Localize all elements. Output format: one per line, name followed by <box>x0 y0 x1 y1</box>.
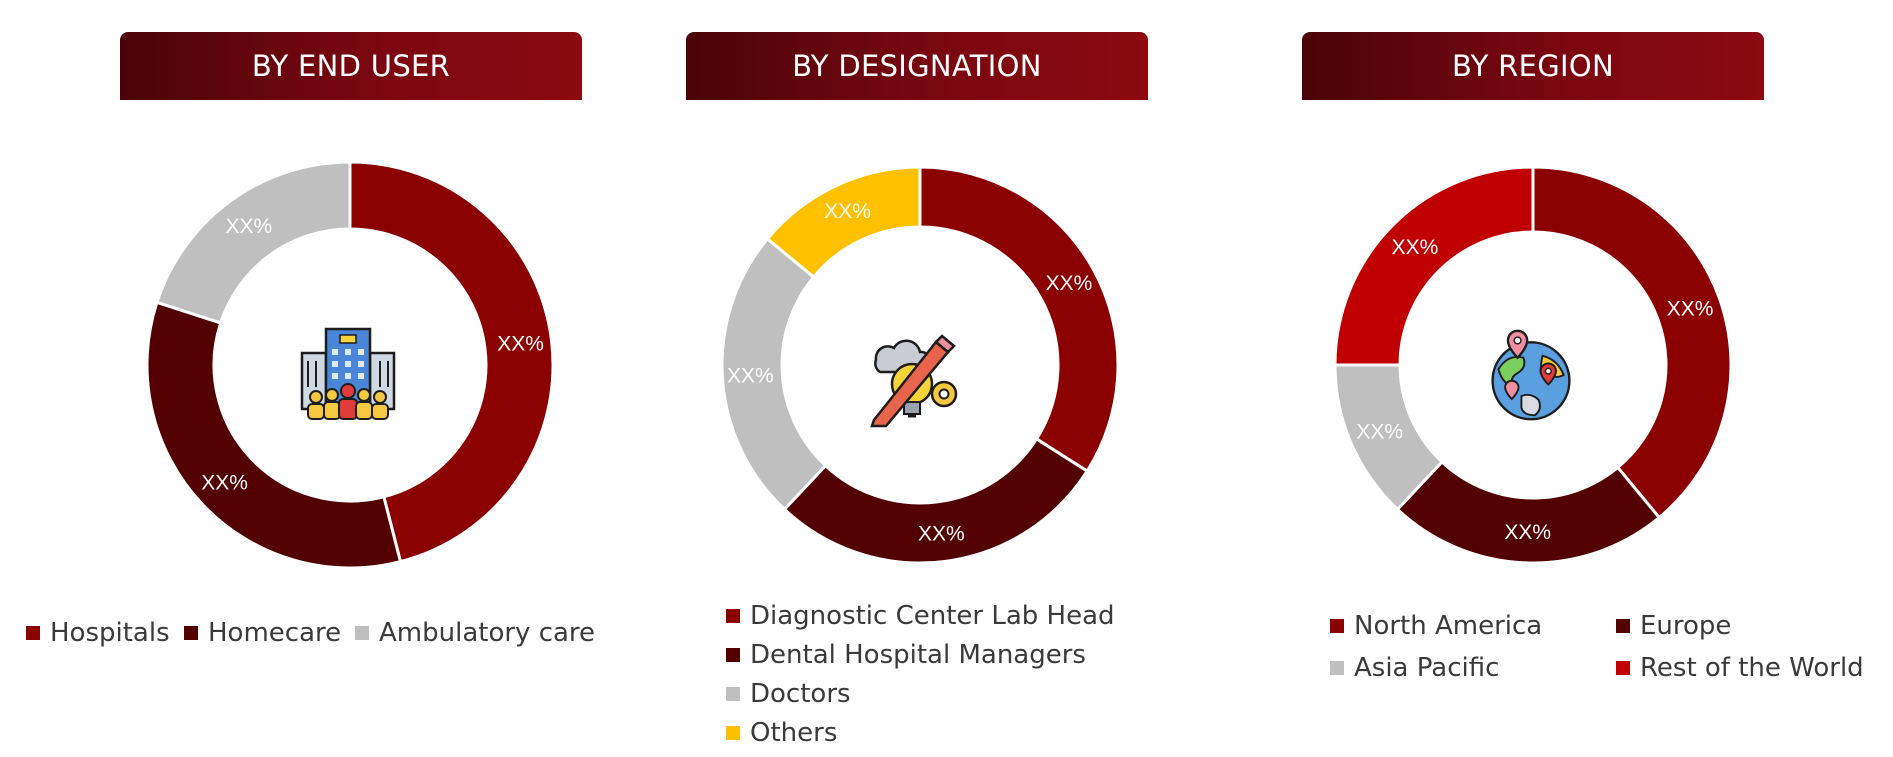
donut-segment-europe <box>1395 459 1662 565</box>
donut-segment-dental-hospital-managers <box>782 436 1090 565</box>
legend-item: Ambulatory care <box>355 618 595 648</box>
donut-chart-end-user: XX% XX% XX% <box>145 160 555 570</box>
legend-swatch <box>726 609 740 623</box>
legend-swatch <box>26 626 40 640</box>
data-label: XX% <box>497 332 544 355</box>
chart-panel-designation: BY DESIGNATION XX% XX% XX% XX% Diagnostic C… <box>0 0 1148 757</box>
chart-panel-end-user: BY END USER XX% XX% XX% <box>0 0 631 757</box>
legend-label: Diagnostic Center Lab Head <box>750 601 1115 631</box>
legend-label: Doctors <box>750 679 851 709</box>
legend-label: Homecare <box>208 618 342 648</box>
data-label: XX% <box>201 472 248 495</box>
legend-item: Europe <box>1616 611 1731 641</box>
legend-label: Rest of the World <box>1640 653 1864 683</box>
legend-swatch <box>726 726 740 740</box>
data-label: XX% <box>918 523 965 546</box>
data-label: XX% <box>1504 521 1551 544</box>
legend-swatch <box>1616 661 1630 675</box>
legend-swatch <box>184 626 198 640</box>
legend-item: Doctors <box>726 679 851 709</box>
donut-segment-ambulatory-care <box>155 160 352 325</box>
data-label: XX% <box>1392 236 1439 259</box>
legend-swatch <box>1616 619 1630 633</box>
donut-segment-rest-of-the-world <box>1333 165 1535 367</box>
legend-swatch <box>726 648 740 662</box>
legend-label: Europe <box>1640 611 1732 641</box>
hospital-building-icon <box>298 325 398 430</box>
data-label: XX% <box>727 365 774 388</box>
chart-title-banner: BY REGION <box>1302 32 1764 100</box>
legend-item: Hospitals <box>26 618 170 648</box>
data-label: XX% <box>226 215 273 238</box>
donut-chart-designation: XX% XX% XX% XX% <box>720 165 1120 565</box>
legend-item: Others <box>726 718 837 748</box>
legend-item: Dental Hospital Managers <box>726 640 1086 670</box>
legend-swatch <box>355 626 369 640</box>
donut-segment-north-america <box>1531 165 1733 520</box>
legend-swatch <box>1330 619 1344 633</box>
data-label: XX% <box>1356 420 1403 443</box>
legend-label: North America <box>1354 611 1543 641</box>
globe-location-icon <box>1483 327 1579 428</box>
legend-item: Diagnostic Center Lab Head <box>726 601 1115 631</box>
data-label: XX% <box>1046 272 1093 295</box>
donut-segment-diagnostic-center-lab-head <box>918 165 1120 474</box>
legend-label: Ambulatory care <box>379 618 596 648</box>
legend-item: North America <box>1330 611 1542 641</box>
donut-segment-others <box>765 165 922 280</box>
legend-item: Asia Pacific <box>1330 653 1499 683</box>
legend-label: Hospitals <box>50 618 170 648</box>
donut-chart-region: XX% XX% XX% XX% <box>1333 165 1733 565</box>
data-label: XX% <box>1667 297 1714 320</box>
donut-segment-homecare <box>145 300 403 570</box>
donut-segment-hospitals <box>348 160 555 564</box>
legend-label: Asia Pacific <box>1354 653 1500 683</box>
chart-title-banner: BY DESIGNATION <box>686 32 1148 100</box>
legend-swatch <box>726 687 740 701</box>
idea-design-icon <box>866 328 966 433</box>
data-label: XX% <box>824 200 871 223</box>
legend-swatch <box>1330 661 1344 675</box>
legend-label: Dental Hospital Managers <box>750 640 1086 670</box>
legend-label: Others <box>750 718 838 748</box>
legend-item: Homecare <box>184 618 341 648</box>
legend-item: Rest of the World <box>1616 653 1864 683</box>
chart-title-banner: BY END USER <box>120 32 582 100</box>
